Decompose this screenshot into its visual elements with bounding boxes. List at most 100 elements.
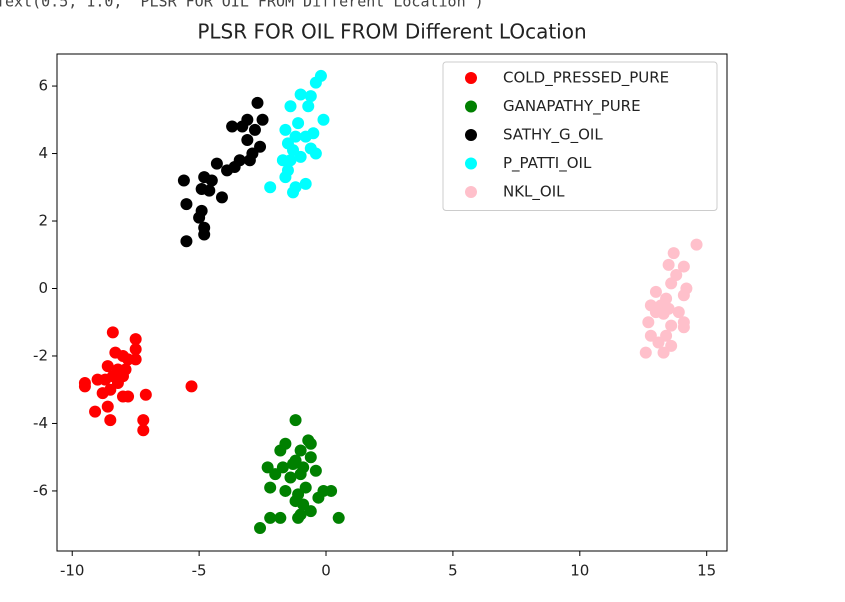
point: [309, 464, 322, 477]
point: [672, 306, 685, 319]
point: [99, 373, 112, 386]
point: [185, 380, 198, 393]
point: [129, 343, 142, 356]
y-tick-label: 2: [38, 212, 48, 230]
legend-marker: [465, 129, 477, 141]
point: [665, 277, 678, 290]
point: [256, 113, 269, 126]
point: [677, 260, 690, 273]
legend-label: P_PATTI_OIL: [503, 154, 592, 173]
point: [649, 285, 662, 298]
point: [325, 484, 338, 497]
point: [198, 228, 211, 241]
point: [248, 123, 261, 136]
point: [665, 319, 678, 332]
point: [332, 511, 345, 524]
point: [642, 316, 655, 329]
point: [236, 120, 249, 133]
point: [279, 484, 292, 497]
x-tick-label: 5: [448, 562, 458, 580]
y-tick-label: -6: [33, 481, 48, 499]
point: [292, 117, 305, 130]
y-tick-label: -4: [33, 414, 48, 432]
y-tick-label: -2: [33, 346, 48, 364]
point: [180, 235, 193, 248]
x-tick-label: -5: [192, 562, 207, 580]
point: [129, 333, 142, 346]
x-tick-label: -10: [60, 562, 85, 580]
point: [289, 414, 302, 427]
point: [304, 451, 317, 464]
point: [226, 120, 239, 133]
point: [210, 157, 223, 170]
point: [667, 247, 680, 260]
point: [284, 471, 297, 484]
point: [221, 164, 234, 177]
point: [254, 522, 267, 535]
point: [205, 174, 218, 187]
point: [287, 457, 300, 470]
point: [78, 380, 91, 393]
point: [106, 326, 119, 339]
legend-label: COLD_PRESSED_PURE: [503, 69, 669, 88]
point: [101, 400, 114, 413]
point: [657, 346, 670, 359]
point: [101, 360, 114, 373]
y-tick-label: 4: [38, 144, 48, 162]
point: [215, 191, 228, 204]
y-tick-label: 0: [38, 279, 48, 297]
legend-box: [442, 61, 718, 211]
legend-label: NKL_OIL: [503, 183, 565, 202]
point: [657, 307, 670, 320]
point: [193, 211, 206, 224]
point: [264, 181, 277, 194]
point: [251, 96, 264, 109]
point: [302, 100, 315, 113]
legend-marker: [465, 186, 477, 198]
point: [662, 258, 675, 271]
point: [287, 186, 300, 199]
axes-frame: [56, 53, 728, 552]
point: [129, 353, 142, 366]
point: [304, 437, 317, 450]
point: [122, 390, 135, 403]
point: [652, 336, 665, 349]
point: [96, 387, 109, 400]
legend-marker: [465, 100, 477, 113]
point: [203, 184, 216, 197]
point: [292, 511, 305, 524]
point: [317, 113, 330, 126]
y-tick-label: 6: [38, 77, 48, 95]
point: [279, 123, 292, 136]
point: [690, 238, 703, 251]
point: [264, 481, 277, 494]
point: [274, 511, 287, 524]
point: [269, 468, 282, 481]
legend-marker: [465, 157, 477, 170]
point: [309, 76, 322, 89]
point: [89, 405, 102, 418]
x-tick-label: 0: [321, 562, 331, 580]
point: [284, 100, 297, 113]
legend-label: SATHY_G_OIL: [503, 126, 603, 145]
point: [284, 154, 297, 167]
point: [294, 444, 307, 457]
legend-label: GANAPATHY_PURE: [503, 97, 641, 116]
chart-title: PLSR FOR OIL FROM Different LOcation: [197, 20, 586, 44]
point: [677, 289, 690, 302]
point: [137, 414, 150, 427]
point: [243, 154, 256, 167]
point: [274, 444, 287, 457]
output-text: Text(0.5, 1.0, 'PLSR FOR OIL FROM Differ…: [0, 0, 484, 11]
point: [177, 174, 190, 187]
point: [309, 147, 322, 160]
point: [294, 88, 307, 101]
point: [639, 346, 652, 359]
x-tick-label: 15: [697, 562, 716, 580]
point: [279, 171, 292, 184]
legend-marker: [465, 72, 477, 84]
point: [677, 321, 690, 334]
point: [299, 177, 312, 190]
